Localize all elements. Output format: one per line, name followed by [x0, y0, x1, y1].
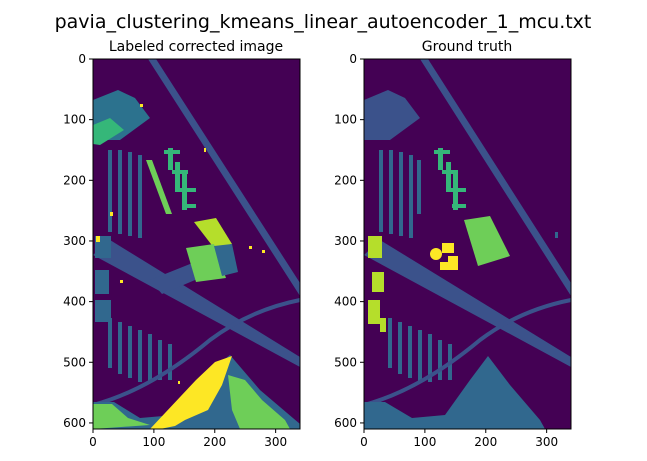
axes-frame-right: [363, 58, 572, 430]
strips-right: [379, 150, 421, 238]
x-tick-label: 200: [474, 435, 497, 449]
strip-d-left: [138, 155, 142, 238]
comb-building-right: [434, 148, 466, 210]
field-lime-left: [194, 218, 232, 248]
patch-left-d: [96, 236, 100, 242]
strip-a-left: [108, 150, 112, 232]
axes-frame-left: [92, 58, 301, 430]
building-tl-right: [364, 90, 420, 140]
y-tick-label: 400: [334, 295, 357, 309]
x-tick-label: 100: [413, 435, 436, 449]
field-blue-left: [214, 244, 238, 276]
tick-group-right: 0 100 200 300 0 100 200 300 400 500 600: [334, 52, 558, 449]
road-left: [148, 59, 300, 296]
comb-building-left: [164, 148, 196, 210]
panel-title-right: Ground truth: [422, 39, 512, 55]
segmentation-image-left: [92, 59, 301, 429]
road-curve-left: [92, 298, 301, 407]
patch-left-c: [95, 300, 111, 322]
bottom-green-left: [93, 404, 150, 429]
road-right-2: [364, 240, 571, 367]
x-tick-label: 300: [264, 435, 287, 449]
building-yellow-right: [430, 243, 458, 270]
parking-strips-left: [108, 318, 172, 382]
x-tick-label: 100: [142, 435, 165, 449]
road-right: [420, 59, 571, 296]
tick-group-left: 0 100 200 300 0 100 200 300 400 500 600: [63, 52, 287, 449]
road-curve-right: [363, 298, 572, 407]
bottom-area-right: [364, 356, 545, 429]
strip-green-left: [146, 160, 172, 214]
y-tick-label: 200: [63, 173, 86, 187]
y-tick-label: 0: [78, 52, 86, 66]
y-tick-label: 300: [63, 234, 86, 248]
road-left-2: [93, 240, 300, 367]
lime-patches-right: [368, 236, 386, 332]
speck-yellow-left: [110, 104, 265, 384]
y-tick-label: 500: [63, 355, 86, 369]
patch-left-b: [95, 270, 109, 294]
x-tick-label: 200: [203, 435, 226, 449]
building-tl2-left: [93, 118, 124, 145]
y-tick-label: 0: [349, 52, 357, 66]
bottom-lime-left: [228, 375, 290, 429]
panel-title-left: Labeled corrected image: [109, 39, 283, 55]
speck-right: [555, 232, 558, 238]
x-tick-label: 0: [360, 435, 368, 449]
y-tick-label: 500: [334, 355, 357, 369]
x-tick-label: 300: [535, 435, 558, 449]
y-tick-label: 100: [334, 113, 357, 127]
panel-labeled-corrected: Labeled corrected image: [63, 39, 301, 449]
strip-c-left: [128, 152, 132, 236]
y-tick-label: 100: [63, 113, 86, 127]
y-tick-label: 600: [63, 416, 86, 430]
y-tick-label: 400: [63, 295, 86, 309]
bottom-yellow-left: [150, 356, 232, 429]
y-tick-label: 200: [334, 173, 357, 187]
segmentation-image-right: [363, 59, 572, 429]
strip-b-left: [118, 150, 122, 234]
panel-ground-truth: Ground truth: [334, 39, 572, 449]
figure-suptitle: pavia_clustering_kmeans_linear_autoencod…: [55, 11, 592, 33]
x-tick-label: 0: [89, 435, 97, 449]
field-green-right: [464, 216, 510, 266]
y-tick-label: 300: [334, 234, 357, 248]
y-tick-label: 600: [334, 416, 357, 430]
